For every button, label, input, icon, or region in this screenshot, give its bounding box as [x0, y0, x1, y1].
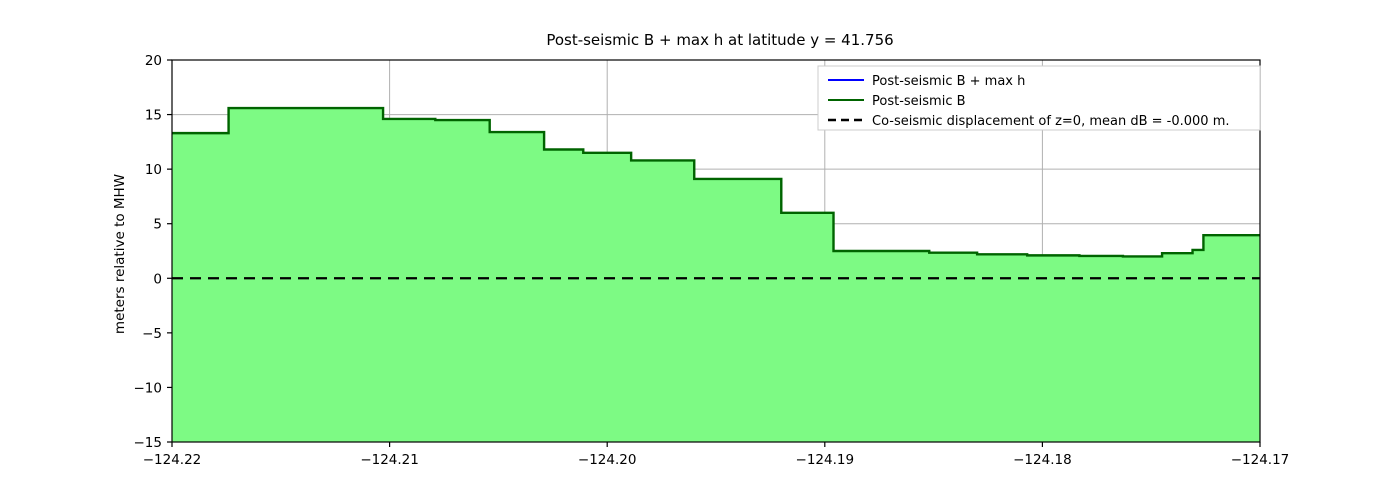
legend[interactable]: Post-seismic B + max h Post-seismic B Co-s… [817, 65, 1261, 131]
legend-label-1[interactable]: Post-seismic B [872, 94, 966, 109]
legend-label-0[interactable]: Post-seismic B + max h [872, 74, 1025, 89]
y-tick-label: −10 [134, 380, 163, 396]
x-axis-ticks: −124.22 −124.21 −124.20 −124.19 −124.18 −124.… [143, 442, 1290, 468]
y-axis-ticks: 20 15 10 5 0 −5 −10 −15 [134, 53, 172, 451]
x-tick-label: −124.22 [143, 452, 202, 468]
x-tick-label: −124.17 [1231, 452, 1290, 468]
post-seismic-b-area [172, 108, 1260, 443]
x-tick-label: −124.21 [360, 452, 419, 468]
plot-frame [171, 59, 1261, 443]
legend-label-2[interactable]: Co-seismic displacement of z=0, mean dB … [872, 114, 1230, 129]
y-tick-label: −5 [142, 326, 162, 342]
y-tick-label: 20 [145, 53, 162, 69]
x-tick-label: −124.18 [1013, 452, 1072, 468]
y-tick-label: 0 [153, 271, 162, 287]
x-tick-label: −124.19 [796, 452, 855, 468]
series-area-fill [172, 108, 1260, 443]
chart-title: Post-seismic B + max h at latitude y = 4… [546, 31, 893, 49]
y-tick-label: 15 [145, 108, 162, 124]
y-tick-label: −15 [134, 435, 163, 451]
legend-frame [817, 65, 1261, 131]
series-lines [172, 106, 1260, 258]
y-tick-label: 10 [145, 162, 162, 178]
y-tick-label: 5 [153, 217, 162, 233]
x-tick-label: −124.20 [578, 452, 637, 468]
series-line-post-seismic-b [172, 106, 1260, 258]
y-axis-title: meters relative to MHW [112, 174, 128, 334]
